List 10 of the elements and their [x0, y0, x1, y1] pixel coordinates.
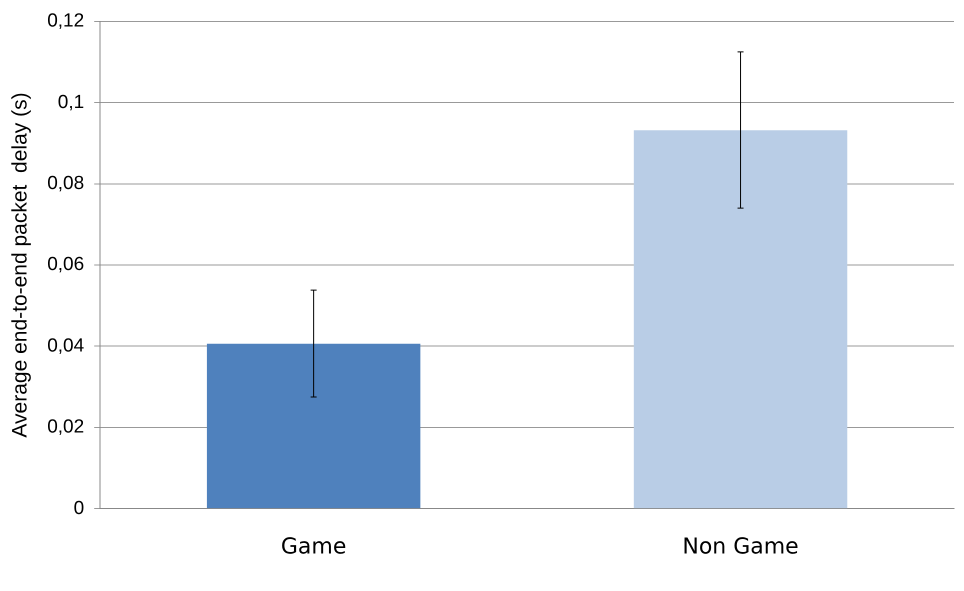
y-tick-label: 0,1	[58, 92, 84, 113]
x-tick-label: Non Game	[682, 534, 799, 560]
y-tick-label: 0,02	[47, 416, 84, 438]
y-tick-label: 0,06	[47, 254, 84, 276]
y-tick-label: 0	[74, 498, 84, 519]
y-tick-label: 0,04	[47, 335, 85, 356]
y-tick-label: 0,12	[47, 10, 84, 32]
y-tick-label: 0,08	[47, 173, 84, 194]
y-axis-title: Average end-to-end packet delay (s)	[8, 92, 32, 438]
x-tick-label: Game	[280, 534, 346, 560]
